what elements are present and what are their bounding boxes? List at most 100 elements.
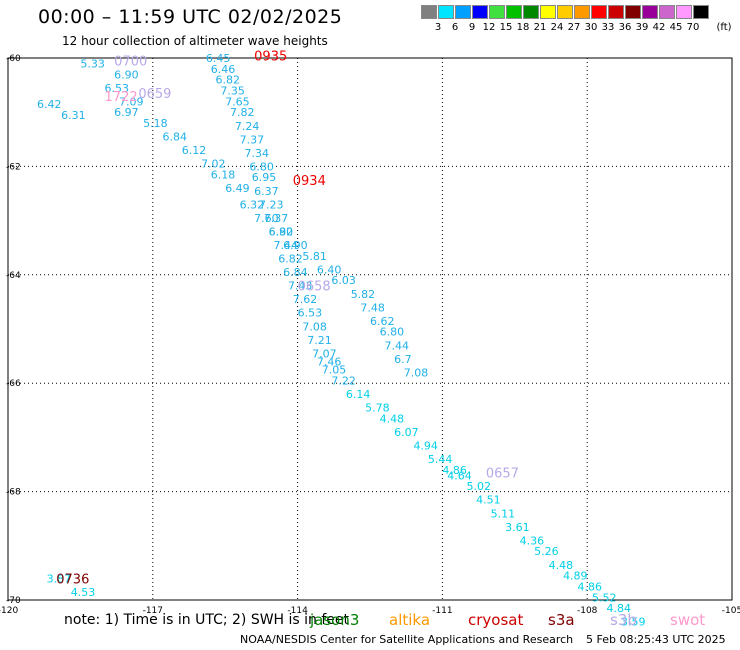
wave-height-label: 7.24 (235, 120, 260, 133)
pass-time-label: 1722 (105, 90, 138, 105)
wave-height-label: 5.11 (491, 507, 515, 520)
wave-height-label: 5.26 (534, 545, 559, 558)
wave-height-label: 6.90 (114, 68, 139, 81)
y-tick-label: -66 (6, 379, 21, 389)
legend-swatch (557, 5, 573, 19)
wave-height-label: 7.23 (259, 198, 284, 211)
wave-height-label: 4.48 (380, 412, 405, 425)
wave-height-label: 6.62 (370, 315, 395, 328)
footnote: note: 1) Time is in UTC; 2) SWH is in fe… (64, 612, 350, 628)
wave-height-label: 7.37 (264, 212, 289, 225)
wave-height-label: 6.95 (252, 171, 277, 184)
legend-label: 21 (533, 22, 547, 33)
wave-height-label: 6.07 (394, 426, 419, 439)
legend-label: 12 (482, 22, 496, 33)
wave-height-label: 7.08 (302, 320, 327, 333)
wave-height-label: 7.44 (273, 239, 298, 252)
wave-height-label: 4.89 (563, 570, 588, 583)
wave-height-label: 6.03 (331, 274, 356, 287)
legend-label: 33 (601, 22, 615, 33)
y-tick-label: -68 (6, 488, 21, 498)
wave-height-label: 7.46 (317, 356, 342, 369)
legend-label: 30 (584, 22, 598, 33)
satellite-label-swot: swot (670, 611, 706, 629)
wave-height-label: 7.44 (384, 339, 409, 352)
wave-height-label: 3.59 (621, 616, 646, 629)
y-tick-label: -60 (6, 54, 21, 64)
legend-label: 18 (516, 22, 530, 33)
wave-height-label: 7.05 (322, 364, 347, 377)
legend-label: 15 (499, 22, 513, 33)
legend-label: 9 (468, 22, 476, 33)
wave-height-label: 4.51 (476, 494, 501, 507)
legend-label: 42 (652, 22, 666, 33)
legend-swatch (659, 5, 675, 19)
x-tick-label: -117 (143, 606, 163, 616)
wave-height-label: 4.36 (520, 534, 545, 547)
wave-height-label: 5.18 (143, 117, 168, 130)
legend-swatch (455, 5, 471, 19)
legend-swatch (421, 5, 437, 19)
legend-swatch (523, 5, 539, 19)
legend-swatch (540, 5, 556, 19)
legend-swatch (608, 5, 624, 19)
wave-height-label: 6.40 (317, 263, 342, 276)
wave-height-label: 6.32 (240, 198, 265, 211)
wave-height-label: 5.78 (365, 402, 390, 415)
wave-height-label: 7.60 (254, 212, 279, 225)
pass-time-label: 0659 (138, 87, 171, 102)
wave-height-label: 6.31 (61, 109, 86, 122)
wave-height-label: 7.37 (240, 133, 265, 146)
legend-swatch (591, 5, 607, 19)
satellite-label-altika: altika (389, 611, 431, 629)
wave-height-label: 6.84 (283, 266, 308, 279)
wave-height-label: 6.49 (225, 182, 250, 195)
wave-height-label: 4.94 (413, 440, 438, 453)
wave-height-label: 3.61 (505, 521, 530, 534)
wave-height-label: 6.7 (394, 353, 412, 366)
legend-label: 45 (669, 22, 683, 33)
legend-swatch (472, 5, 488, 19)
pass-time-label: 0934 (293, 174, 326, 189)
wave-height-label: 7.09 (119, 95, 144, 108)
wave-height-label: 4.86 (442, 464, 467, 477)
wave-height-label: 6.97 (114, 106, 139, 119)
wave-height-label: 6.14 (346, 388, 371, 401)
wave-height-label: 7.43 (288, 280, 313, 293)
wave-height-label: 7.35 (220, 85, 245, 98)
plot-frame (7, 57, 733, 601)
satellite-label-s3b: s3b (610, 611, 637, 629)
legend-swatch (676, 5, 692, 19)
y-tick-label: -70 (6, 596, 21, 606)
wave-height-label: 7.21 (307, 334, 332, 347)
wave-height-label: 4.84 (607, 602, 632, 615)
legend-label: 3 (434, 22, 442, 33)
wave-height-label: 6.80 (249, 160, 273, 173)
satellite-label-s3a: s3a (548, 611, 575, 629)
wave-height-label: 5.81 (302, 250, 327, 263)
wave-height-label: 6.46 (211, 63, 236, 76)
legend-label: 24 (550, 22, 564, 33)
chart-subtitle: 12 hour collection of altimeter wave hei… (62, 34, 328, 48)
y-tick-label: -64 (6, 271, 21, 281)
x-tick-label: -114 (287, 606, 308, 616)
pass-time-label: 0935 (254, 49, 287, 64)
wave-height-label: 6.82 (278, 253, 303, 266)
wave-height-label: 4.64 (447, 469, 472, 482)
legend-swatch (506, 5, 522, 19)
legend-label: 36 (618, 22, 632, 33)
wave-height-label: 4.53 (71, 586, 96, 599)
wave-height-label: 6.82 (269, 225, 294, 238)
pass-time-label: 0700 (114, 55, 147, 70)
wave-height-label: 7.62 (293, 293, 318, 306)
wave-height-label: 4.48 (549, 559, 574, 572)
satellite-label-cryosat: cryosat (468, 611, 524, 629)
wave-height-label: 6.18 (211, 169, 236, 182)
wave-height-label: 6.53 (105, 82, 129, 95)
legend-swatch (625, 5, 641, 19)
wave-height-label: 3.87 (47, 572, 72, 585)
wave-height-label: 5.44 (428, 453, 453, 466)
y-tick-label: -62 (6, 162, 21, 172)
legend-swatch (489, 5, 505, 19)
